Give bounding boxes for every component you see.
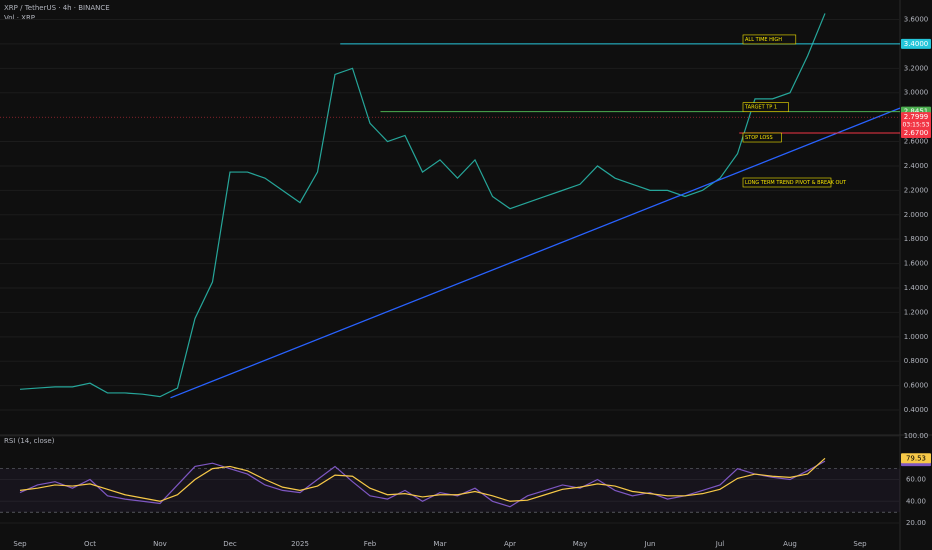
rsi-title: RSI (14, close) (4, 437, 55, 445)
y-tick-label: 0.6000 (904, 382, 929, 390)
y-tick-label: 2.6000 (904, 138, 929, 146)
x-tick-label: May (573, 540, 587, 548)
y-tick-label: 1.2000 (904, 308, 929, 316)
level-label-box (742, 102, 789, 112)
value-tag-bg (901, 453, 931, 464)
x-tick-label: Jun (644, 540, 656, 548)
y-tick-label: 1.0000 (904, 333, 929, 341)
x-tick-label: Feb (364, 540, 377, 548)
level-tag-bg (901, 38, 931, 49)
x-tick-label: Dec (223, 540, 237, 548)
chart-subtitle: Vol · XRP (4, 14, 35, 22)
series-line (19, 13, 826, 398)
level-tag: 3.4000 (904, 40, 929, 48)
x-tick-label: Jul (715, 540, 725, 548)
y-tick-label: 2.2000 (904, 186, 929, 194)
x-tick-label: Mar (433, 540, 446, 548)
y-tick-label: 3.2000 (904, 64, 929, 72)
x-tick-label: Sep (13, 540, 27, 548)
level-tag: 2.6700 (904, 129, 929, 137)
level-label: ALL TIME HIGH (745, 37, 782, 43)
x-tick-label: Nov (153, 540, 167, 548)
y-tick-label: 0.4000 (904, 406, 929, 414)
trend-label: LONG TERM TREND PIVOT & BREAK OUT (745, 180, 847, 186)
level-tag-bg (901, 128, 931, 139)
level-tag: 2.8451 (904, 108, 929, 116)
y-tick-label: 2.0000 (904, 211, 929, 219)
series-line (19, 460, 826, 508)
level-label: STOP LOSS (745, 135, 773, 141)
level-label-box (742, 34, 797, 45)
y-tick-label: 2.4000 (904, 162, 929, 170)
chart-title: XRP / TetherUS · 4h · BINANCE (4, 4, 110, 12)
level-label: TARGET TP 1 (744, 105, 777, 111)
price-countdown: 03:15:53 (903, 122, 930, 129)
price-tag: 2.7999 (904, 113, 929, 121)
price-tag-bg (901, 112, 931, 131)
series-line (19, 457, 826, 502)
y-tick-label: 40.00 (906, 497, 926, 505)
y-tick-label: 1.4000 (904, 284, 929, 292)
value-tag: 79.53 (906, 454, 926, 462)
x-tick-label: Aug (783, 540, 797, 548)
x-tick-label: 2025 (291, 540, 309, 548)
y-tick-label: 0.8000 (904, 357, 929, 365)
y-tick-label: 20.00 (906, 519, 926, 527)
trend-label-box (742, 177, 832, 188)
x-tick-label: Oct (84, 540, 96, 548)
x-tick-label: Sep (853, 540, 867, 548)
y-tick-label: 1.6000 (904, 260, 929, 268)
y-tick-label: 100.00 (904, 432, 929, 440)
y-tick-label: 3.0000 (904, 89, 929, 97)
y-tick-label: 1.8000 (904, 235, 929, 243)
y-tick-label: 60.00 (906, 476, 926, 484)
trendline (170, 107, 901, 399)
x-tick-label: Apr (504, 540, 516, 548)
level-label-box (742, 132, 782, 143)
y-tick-label: 3.6000 (904, 16, 929, 24)
